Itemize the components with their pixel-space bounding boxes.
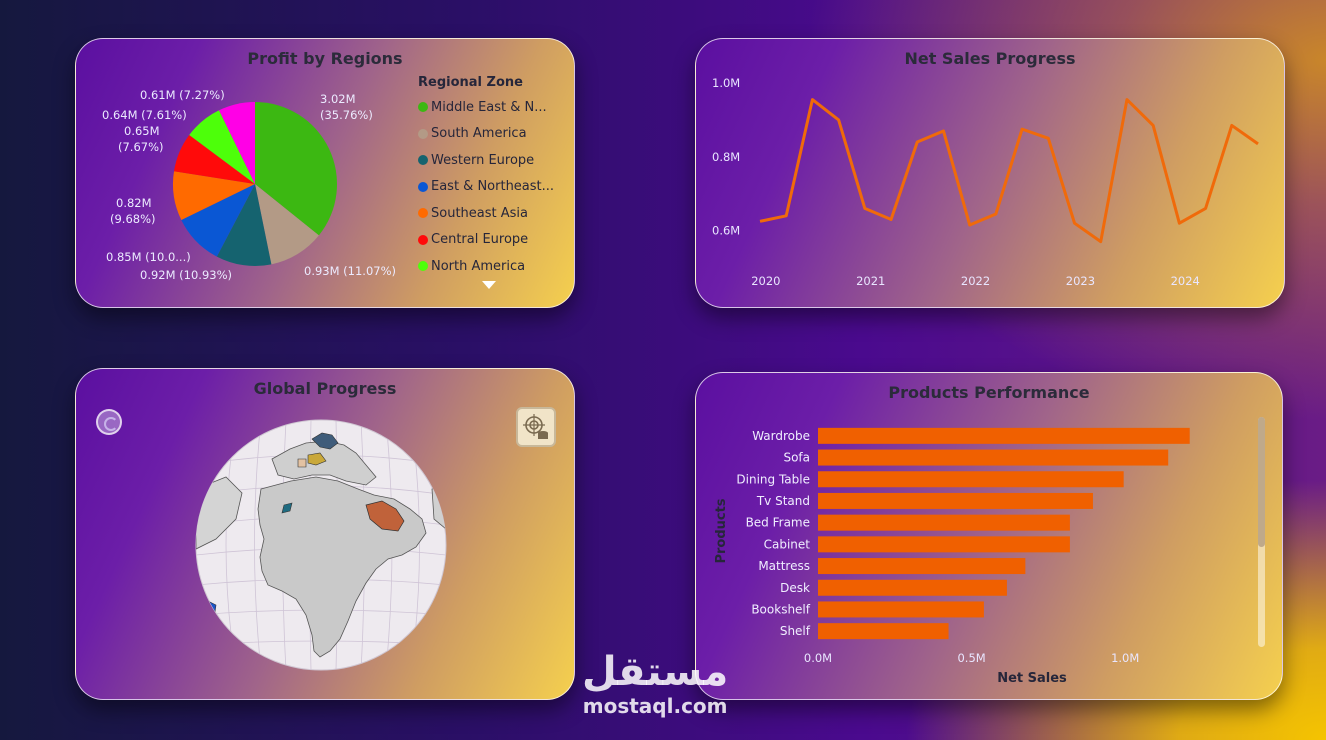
globe-title: Global Progress bbox=[253, 379, 397, 398]
x-tick-label: 2024 bbox=[1171, 274, 1200, 288]
x-tick-label: 2023 bbox=[1066, 274, 1095, 288]
pie-label: 0.92M (10.93%) bbox=[140, 268, 233, 282]
legend-dot bbox=[418, 102, 428, 113]
bar-chart-title: Products Performance bbox=[888, 383, 1090, 402]
bar-chart: Wardrobe Sofa Dining Table Tv Stand Bed Fram… bbox=[714, 427, 1190, 686]
pie-slice[interactable] bbox=[255, 184, 319, 265]
legend-item[interactable]: East & Northeast... bbox=[418, 174, 554, 201]
legend-scroll-down-icon[interactable] bbox=[482, 281, 496, 289]
pie-label: (9.68%) bbox=[110, 212, 156, 226]
x-tick-label: 0.5M bbox=[957, 651, 985, 665]
x-tick-label: 2020 bbox=[751, 274, 780, 288]
bar[interactable] bbox=[818, 536, 1070, 553]
scrollbar-thumb[interactable] bbox=[1258, 417, 1265, 547]
pie-slice[interactable] bbox=[216, 184, 272, 266]
loading-icon bbox=[96, 409, 122, 435]
legend-label: East & Northeast... bbox=[431, 179, 555, 195]
bar-chart-scrollbar[interactable] bbox=[1258, 417, 1265, 647]
x-tick-label: 2022 bbox=[961, 274, 990, 288]
pie-label: 0.64M (7.61%) bbox=[102, 108, 187, 122]
y-tick-label: 0.6M bbox=[712, 224, 740, 238]
legend-item[interactable]: Southeast Asia bbox=[418, 200, 554, 227]
pie-slice[interactable] bbox=[174, 135, 255, 184]
legend-dot bbox=[418, 155, 428, 166]
bar[interactable] bbox=[818, 492, 1093, 509]
bar-category-label: Dining Table bbox=[736, 472, 810, 486]
legend-item[interactable]: Middle East & N... bbox=[418, 94, 554, 121]
legend-label: South America bbox=[431, 126, 527, 142]
legend-dot bbox=[418, 181, 428, 192]
net-sales-progress-card: Net Sales Progress 0.6M 0.8M 1.0M 2020 2021 2… bbox=[695, 38, 1285, 308]
bar[interactable] bbox=[818, 579, 1007, 596]
legend-item[interactable]: Central Europe bbox=[418, 227, 554, 254]
y-tick-label: 1.0M bbox=[712, 76, 740, 90]
profit-by-regions-card: Profit by Regions 0.61M (7.27%) 0.64M (7… bbox=[75, 38, 575, 308]
pie-chart-title: Profit by Regions bbox=[247, 49, 403, 68]
legend-item[interactable]: Western Europe bbox=[418, 147, 554, 174]
pie-legend: Regional Zone Middle East & N... South A… bbox=[418, 75, 554, 280]
pie-label: (35.76%) bbox=[320, 108, 373, 122]
bar-category-label: Sofa bbox=[783, 451, 810, 465]
bar-category-label: Mattress bbox=[758, 559, 810, 573]
legend-dot bbox=[418, 128, 428, 139]
pie-slice[interactable] bbox=[189, 110, 255, 184]
pie-slice[interactable] bbox=[255, 102, 337, 236]
pie-slice[interactable] bbox=[219, 102, 255, 184]
bar-category-label: Shelf bbox=[780, 624, 811, 638]
pie-label: 3.02M bbox=[320, 92, 356, 106]
bar[interactable] bbox=[818, 427, 1190, 444]
bar[interactable] bbox=[818, 623, 949, 640]
legend-title: Regional Zone bbox=[418, 75, 523, 90]
legend-label: Western Europe bbox=[431, 152, 535, 168]
legend-dot bbox=[418, 208, 428, 219]
legend-dot bbox=[418, 234, 428, 245]
x-tick-label: 1.0M bbox=[1111, 651, 1139, 665]
pie-slice[interactable] bbox=[181, 184, 255, 257]
pie-label: 0.85M (10.0...) bbox=[106, 250, 191, 264]
watermark: مستقل mostaql.com bbox=[582, 650, 728, 718]
net-sales-line[interactable] bbox=[759, 98, 1259, 244]
globe-graticule bbox=[196, 420, 446, 670]
legend-label: Middle East & N... bbox=[431, 99, 547, 115]
pie-slice[interactable] bbox=[173, 171, 255, 220]
bar[interactable] bbox=[818, 601, 984, 618]
x-tick-label: 2021 bbox=[856, 274, 885, 288]
bar[interactable] bbox=[818, 449, 1169, 466]
bar-category-label: Wardrobe bbox=[752, 429, 810, 443]
map-settings-icon[interactable] bbox=[516, 407, 556, 447]
y-tick-label: 0.8M bbox=[712, 150, 740, 164]
bar-category-label: Bed Frame bbox=[746, 516, 810, 530]
globe-map[interactable] bbox=[76, 369, 575, 700]
bar-category-label: Bookshelf bbox=[751, 602, 810, 616]
pie-label: 0.61M (7.27%) bbox=[140, 88, 225, 102]
legend-item[interactable]: North America bbox=[418, 253, 554, 280]
bar[interactable] bbox=[818, 471, 1124, 488]
global-progress-card: Global Progress bbox=[75, 368, 575, 700]
legend-label: Central Europe bbox=[431, 232, 529, 248]
legend-dot bbox=[418, 261, 428, 272]
pie-label: (7.67%) bbox=[118, 140, 164, 154]
watermark-arabic: مستقل bbox=[582, 649, 729, 695]
bar-category-label: Tv Stand bbox=[756, 494, 810, 508]
pie-label: 0.82M bbox=[116, 196, 152, 210]
pie-label: 0.65M bbox=[124, 124, 160, 138]
legend-item[interactable]: South America bbox=[418, 121, 554, 148]
bar-category-label: Desk bbox=[780, 581, 810, 595]
legend-label: Southeast Asia bbox=[431, 205, 528, 221]
bar-category-label: Cabinet bbox=[764, 537, 811, 551]
pie-chart bbox=[173, 102, 337, 266]
y-axis-title: Products bbox=[714, 498, 729, 563]
legend-label: North America bbox=[431, 258, 526, 274]
line-chart-title: Net Sales Progress bbox=[904, 49, 1076, 68]
watermark-latin: mostaql.com bbox=[582, 694, 728, 718]
bar[interactable] bbox=[818, 514, 1070, 531]
x-tick-label: 0.0M bbox=[804, 651, 832, 665]
bar[interactable] bbox=[818, 558, 1026, 575]
line-chart: 0.6M 0.8M 1.0M 2020 2021 2022 2023 2024 bbox=[712, 76, 1259, 288]
x-axis-title: Net Sales bbox=[997, 671, 1067, 686]
pie-label: 0.93M (11.07%) bbox=[304, 264, 397, 278]
products-performance-card: Products Performance Wardrobe Sofa Dining … bbox=[695, 372, 1283, 700]
